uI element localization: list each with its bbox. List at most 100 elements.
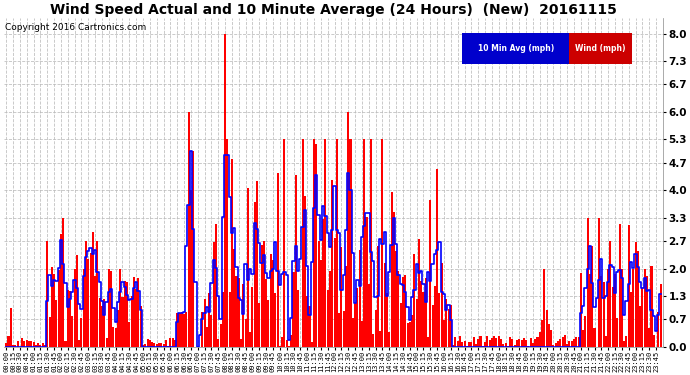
- Bar: [181, 312, 183, 347]
- Bar: [532, 344, 534, 347]
- Bar: [345, 266, 347, 347]
- Bar: [468, 342, 470, 347]
- Bar: [511, 339, 513, 347]
- Bar: [130, 296, 132, 347]
- Bar: [208, 294, 210, 347]
- Bar: [450, 305, 452, 347]
- Bar: [560, 339, 562, 347]
- Bar: [233, 249, 235, 347]
- Bar: [176, 313, 178, 347]
- Bar: [343, 311, 345, 347]
- Bar: [448, 309, 450, 347]
- Bar: [573, 339, 575, 347]
- Bar: [315, 144, 317, 347]
- Bar: [277, 173, 279, 347]
- Bar: [602, 282, 604, 347]
- Bar: [313, 139, 315, 347]
- Bar: [455, 337, 457, 347]
- Bar: [523, 338, 525, 347]
- Bar: [612, 286, 614, 347]
- Bar: [238, 278, 240, 347]
- Text: 10 Min Avg (mph): 10 Min Avg (mph): [477, 44, 554, 53]
- FancyBboxPatch shape: [569, 33, 632, 64]
- Bar: [452, 345, 454, 347]
- Bar: [630, 292, 632, 347]
- FancyBboxPatch shape: [462, 33, 569, 64]
- Bar: [518, 339, 520, 347]
- Bar: [44, 345, 46, 347]
- Bar: [37, 343, 39, 347]
- Bar: [397, 271, 400, 347]
- Bar: [607, 268, 609, 347]
- Bar: [422, 292, 424, 347]
- Bar: [495, 338, 497, 347]
- Bar: [110, 271, 112, 347]
- Bar: [404, 275, 406, 347]
- Bar: [108, 268, 110, 347]
- Bar: [55, 300, 57, 347]
- Bar: [502, 344, 504, 347]
- Bar: [471, 342, 473, 347]
- Bar: [135, 290, 137, 347]
- Bar: [23, 340, 26, 347]
- Bar: [39, 345, 41, 347]
- Bar: [384, 263, 386, 347]
- Bar: [377, 246, 379, 347]
- Bar: [500, 339, 502, 347]
- Bar: [366, 216, 368, 347]
- Bar: [263, 241, 265, 347]
- Bar: [308, 306, 310, 347]
- Bar: [139, 306, 141, 347]
- Bar: [427, 337, 429, 347]
- Bar: [534, 339, 536, 347]
- Bar: [270, 254, 272, 347]
- Bar: [60, 234, 62, 347]
- Bar: [660, 284, 662, 347]
- Bar: [169, 338, 171, 347]
- Bar: [210, 315, 213, 347]
- Bar: [290, 335, 293, 347]
- Bar: [51, 267, 53, 347]
- Bar: [625, 336, 627, 347]
- Bar: [28, 342, 30, 347]
- Bar: [408, 322, 411, 347]
- Bar: [12, 345, 14, 347]
- Bar: [26, 340, 28, 347]
- Bar: [550, 330, 552, 347]
- Bar: [461, 342, 463, 347]
- Bar: [497, 336, 500, 347]
- Bar: [247, 188, 249, 347]
- Bar: [413, 254, 415, 347]
- Bar: [99, 297, 101, 347]
- Bar: [32, 342, 34, 347]
- Bar: [648, 328, 650, 347]
- Bar: [391, 192, 393, 347]
- Bar: [281, 337, 283, 347]
- Bar: [69, 291, 71, 347]
- Bar: [513, 345, 515, 347]
- Bar: [256, 181, 258, 347]
- Bar: [190, 190, 192, 347]
- Text: Copyright 2016 Cartronics.com: Copyright 2016 Cartronics.com: [6, 23, 146, 32]
- Bar: [350, 139, 351, 347]
- Bar: [486, 336, 489, 347]
- Bar: [646, 276, 648, 347]
- Bar: [265, 279, 267, 347]
- Bar: [329, 271, 331, 347]
- Bar: [635, 242, 637, 347]
- Bar: [605, 336, 607, 347]
- Bar: [530, 338, 532, 347]
- Bar: [578, 337, 580, 347]
- Bar: [539, 333, 541, 347]
- Bar: [245, 320, 246, 347]
- Bar: [571, 340, 573, 347]
- Bar: [491, 338, 493, 347]
- Bar: [575, 337, 578, 347]
- Bar: [304, 196, 306, 347]
- Bar: [580, 273, 582, 347]
- Bar: [268, 300, 270, 347]
- Bar: [272, 260, 274, 347]
- Bar: [85, 241, 87, 347]
- Bar: [441, 263, 443, 347]
- Bar: [76, 255, 78, 347]
